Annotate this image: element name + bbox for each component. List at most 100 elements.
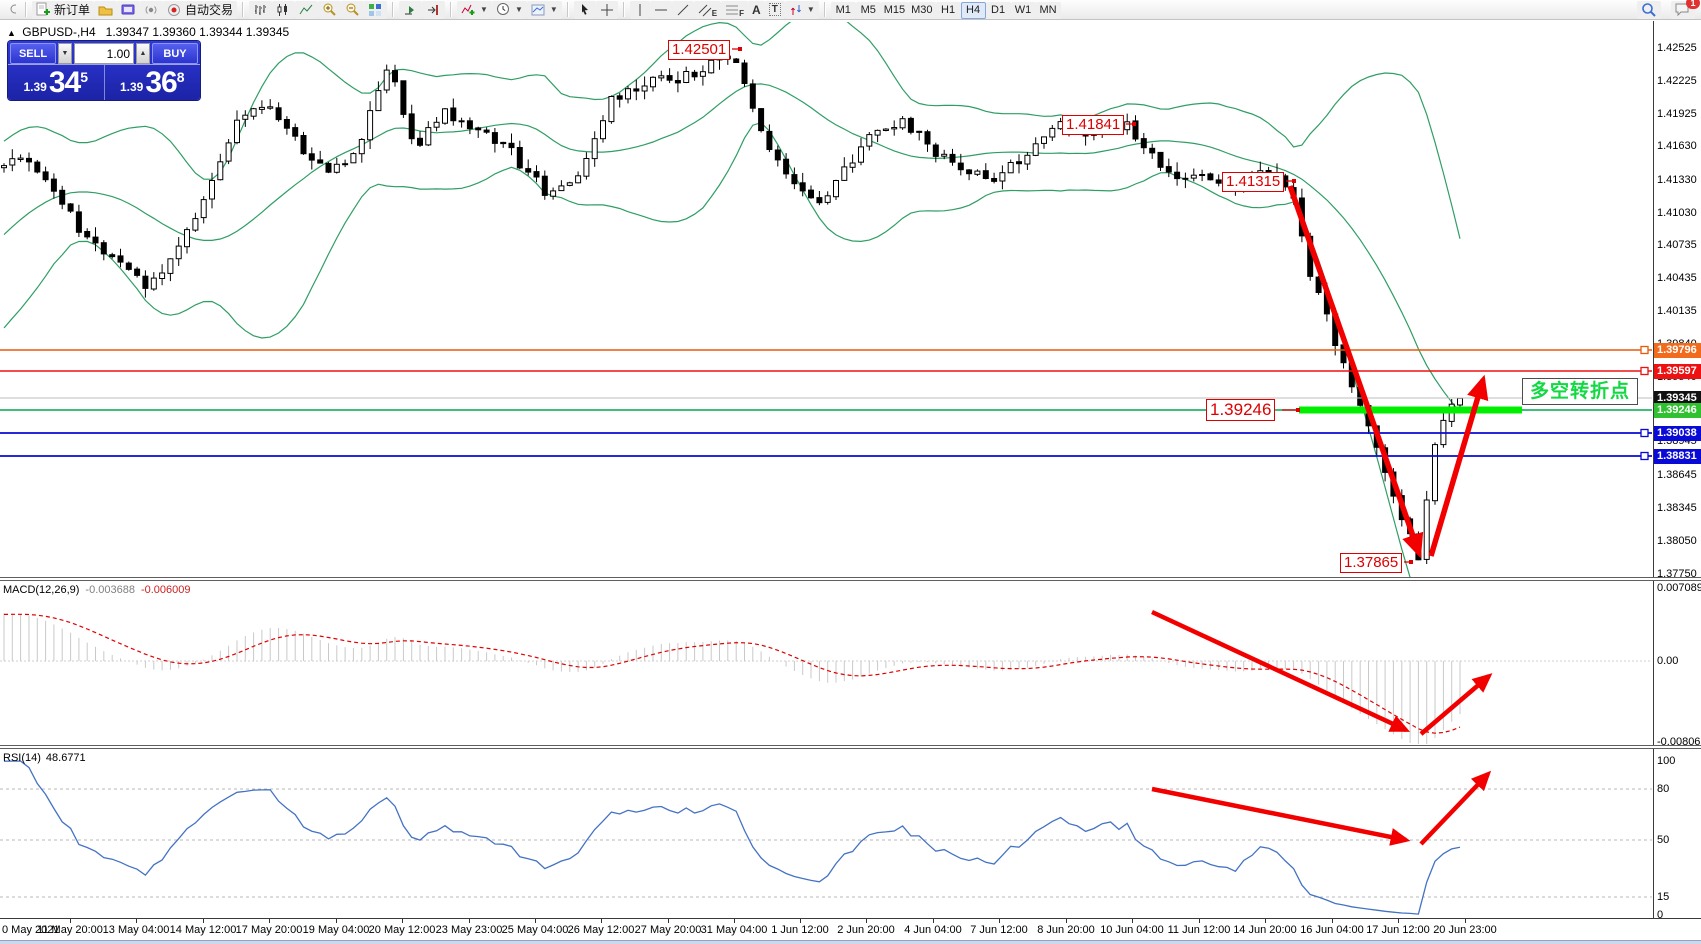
vertical-line-icon — [639, 3, 641, 16]
timeframe-m5[interactable]: M5 — [855, 1, 881, 19]
timeframe-h1[interactable]: H1 — [935, 1, 961, 19]
signal-icon — [145, 5, 157, 14]
clock-icon — [496, 3, 509, 15]
new-order-label: 新订单 — [54, 3, 91, 17]
timeframe-m30[interactable]: M30 — [908, 1, 936, 19]
autotrading-label: 自动交易 — [185, 3, 234, 17]
zoom-out-icon — [346, 3, 359, 16]
chart-header: ▲ GBPUSD-,H4 1.39347 1.39360 1.39344 1.3… — [7, 25, 289, 39]
sell-price-prefix: 1.39 — [23, 80, 47, 94]
sell-price-pip: 5 — [80, 68, 89, 85]
auto-scroll-button[interactable] — [399, 0, 423, 19]
horizontal-line-icon — [654, 9, 667, 10]
chart-shift-button[interactable] — [422, 0, 446, 19]
toolbar-separator — [450, 2, 453, 17]
arrows-icon — [790, 4, 801, 15]
time-axis[interactable] — [0, 919, 1701, 940]
toolbar-separator — [242, 2, 245, 17]
periods-button[interactable]: ▼ — [491, 0, 527, 19]
window-frame — [0, 940, 1701, 944]
toolbar-separator — [622, 2, 625, 17]
timeframe-h4[interactable]: H4 — [960, 1, 986, 19]
macd-label: MACD(12,26,9) -0.003688 -0.006009 — [3, 584, 191, 596]
sell-price[interactable]: 1.39 34 5 — [8, 65, 104, 100]
timeframe-m15[interactable]: M15 — [880, 1, 909, 19]
chevron-down-icon: ▼ — [480, 5, 488, 14]
fibonacci-button[interactable]: F — [721, 0, 749, 19]
profiles-button[interactable] — [94, 0, 118, 19]
new-order-button[interactable]: 新订单 — [32, 0, 95, 19]
chart-shift-icon — [428, 4, 439, 15]
tile-windows-icon — [369, 3, 382, 16]
chevron-up-icon: ▲ — [139, 50, 147, 57]
text-icon: A — [752, 2, 761, 17]
cursor-button[interactable] — [573, 0, 596, 19]
macd-pane[interactable] — [0, 581, 1653, 745]
notification-badge: 1 — [1686, 0, 1700, 9]
timeframe-mn[interactable]: MN — [1035, 1, 1061, 19]
price-chart-pane[interactable] — [0, 21, 1653, 577]
notifications-button[interactable]: 1 — [1671, 0, 1700, 19]
text-button[interactable]: A — [748, 0, 765, 19]
buy-price[interactable]: 1.39 36 8 — [103, 65, 201, 100]
timeframe-m1[interactable]: M1 — [830, 1, 856, 19]
pane-separator[interactable] — [0, 745, 1701, 749]
rsi-pane[interactable] — [0, 749, 1653, 918]
collapse-triangle-icon: ▲ — [7, 28, 16, 38]
zoom-in-button[interactable] — [318, 0, 342, 19]
volume-decrease-button[interactable]: ▼ — [58, 43, 72, 64]
crosshair-icon — [600, 3, 613, 16]
indicators-icon — [461, 4, 475, 15]
templates-button[interactable]: ▼ — [526, 0, 562, 19]
price-axis[interactable] — [1654, 21, 1701, 919]
new-order-icon — [36, 2, 50, 16]
tile-windows-button[interactable] — [364, 0, 388, 19]
toolbar-separator — [566, 2, 569, 17]
pane-separator[interactable] — [0, 577, 1701, 581]
bar-chart-icon — [255, 4, 267, 15]
trendline-button[interactable] — [671, 0, 694, 19]
fibonacci-letter: F — [739, 8, 745, 18]
bar-chart-button[interactable] — [249, 0, 273, 19]
search-button[interactable] — [1637, 0, 1661, 19]
buy-button[interactable]: BUY — [152, 43, 198, 64]
signals-button[interactable] — [140, 0, 164, 19]
vertical-line-button[interactable] — [629, 0, 650, 19]
candlestick-chart-button[interactable] — [272, 0, 296, 19]
sell-button[interactable]: SELL — [10, 43, 56, 64]
horizontal-line-button[interactable] — [649, 0, 672, 19]
fibonacci-icon — [726, 5, 739, 14]
buy-price-big: 36 — [145, 65, 177, 99]
turning-point-label[interactable]: 多空转折点 — [1522, 378, 1638, 405]
autotrading-button[interactable]: 自动交易 — [163, 0, 238, 19]
volume-increase-button[interactable]: ▲ — [136, 43, 150, 64]
timeframe-w1[interactable]: W1 — [1010, 1, 1036, 19]
rsi-name: RSI(14) — [3, 752, 41, 764]
text-label-button[interactable]: T — [764, 0, 785, 19]
toolbar-separator — [823, 2, 826, 17]
ohlc-values: 1.39347 1.39360 1.39344 1.39345 — [105, 25, 290, 39]
line-chart-icon — [299, 4, 313, 14]
crosshair-button[interactable] — [595, 0, 618, 19]
sell-price-big: 34 — [48, 65, 81, 99]
candlestick-icon — [277, 3, 288, 16]
indicators-button[interactable]: ▼ — [457, 0, 492, 19]
terminal-button[interactable] — [117, 0, 141, 19]
zoom-out-button[interactable] — [341, 0, 365, 19]
timeframe-d1[interactable]: D1 — [985, 1, 1011, 19]
text-label-icon: T — [768, 3, 781, 16]
chevron-down-icon: ▼ — [514, 5, 523, 14]
volume-input[interactable] — [74, 43, 134, 64]
arrows-button[interactable]: ▼ — [784, 0, 819, 19]
auto-scroll-icon — [405, 5, 415, 14]
trendline-icon — [677, 4, 689, 15]
symbol-title: GBPUSD-,H4 — [22, 25, 96, 39]
channel-icon — [698, 4, 712, 16]
rsi-label: RSI(14) 48.6771 — [3, 752, 86, 764]
chevron-down-icon: ▼ — [806, 5, 815, 14]
line-chart-button[interactable] — [295, 0, 319, 19]
macd-name: MACD(12,26,9) — [3, 584, 80, 596]
partial-magnifier-icon — [10, 4, 16, 13]
equidistant-channel-button[interactable]: E — [693, 0, 722, 19]
